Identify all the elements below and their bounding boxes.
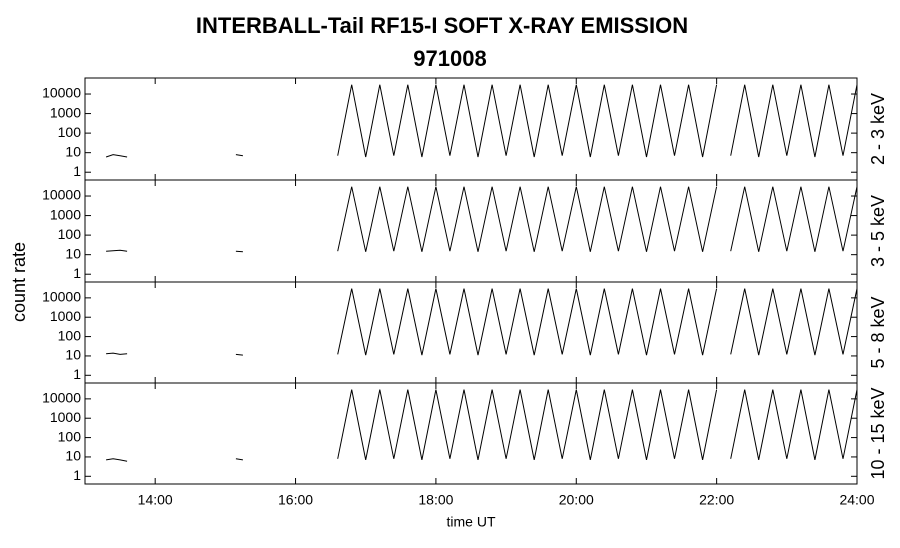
y-tick-label: 1 (73, 366, 81, 382)
y-axis-label: count rate (9, 242, 29, 322)
y-tick-label: 10 (65, 143, 81, 159)
y-tick-label: 100 (58, 124, 82, 140)
chart-title: INTERBALL-Tail RF15-I SOFT X-RAY EMISSIO… (196, 13, 688, 38)
x-axis-label: time UT (447, 514, 496, 530)
y-tick-label: 10 (65, 448, 81, 464)
panel-label: 3 - 5 keV (868, 195, 888, 267)
y-tick-label: 10000 (42, 187, 81, 203)
panel-frame (84, 281, 858, 384)
y-tick-label: 1 (73, 265, 81, 281)
y-tick-label: 1 (73, 467, 81, 483)
y-tick-label: 10000 (42, 289, 81, 305)
y-tick-label: 100 (58, 428, 82, 444)
y-tick-label: 1000 (50, 409, 81, 425)
y-tick-label: 1000 (50, 104, 81, 120)
y-tick-label: 10000 (42, 85, 81, 101)
y-tick-label: 10000 (42, 390, 81, 406)
panel-frame (84, 382, 858, 485)
y-tick-label: 1 (73, 163, 81, 179)
panel-label: 5 - 8 keV (868, 296, 888, 368)
x-tick-label: 14:00 (138, 492, 173, 508)
y-tick-label: 10 (65, 245, 81, 261)
y-tick-label: 100 (58, 226, 82, 242)
panel-frame (84, 77, 858, 181)
y-tick-label: 100 (58, 327, 82, 343)
x-tick-label: 24:00 (839, 492, 874, 508)
x-tick-label: 20:00 (559, 492, 594, 508)
x-tick-label: 16:00 (278, 492, 313, 508)
data-line (106, 186, 858, 253)
y-tick-label: 1000 (50, 308, 81, 324)
data-line (106, 389, 858, 462)
data-line (106, 288, 858, 356)
x-tick-label: 18:00 (418, 492, 453, 508)
chart-subtitle: 971008 (413, 46, 486, 71)
x-tick-label: 22:00 (699, 492, 734, 508)
panel-label: 2 - 3 keV (868, 93, 888, 165)
data-line (105, 84, 858, 158)
panel-frame (84, 179, 858, 283)
y-tick-label: 1000 (50, 206, 81, 222)
y-tick-label: 10 (65, 347, 81, 363)
panel-label: 10 - 15 keV (868, 387, 888, 479)
